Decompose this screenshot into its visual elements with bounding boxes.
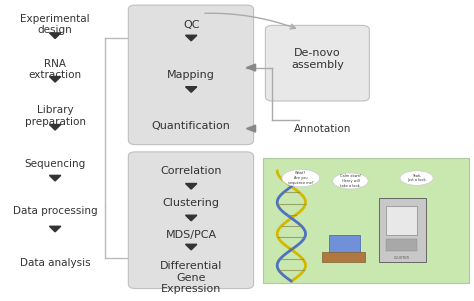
Polygon shape bbox=[185, 87, 197, 92]
Bar bbox=[386, 206, 417, 235]
Text: Yeah,
Just a look.: Yeah, Just a look. bbox=[407, 174, 427, 182]
Polygon shape bbox=[185, 35, 197, 41]
Text: MDS/PCA: MDS/PCA bbox=[165, 230, 217, 240]
Text: Data processing: Data processing bbox=[13, 206, 98, 216]
Text: Quantification: Quantification bbox=[152, 121, 231, 131]
Text: Annotation: Annotation bbox=[294, 124, 351, 134]
Text: Data analysis: Data analysis bbox=[20, 258, 91, 268]
Text: Clustering: Clustering bbox=[163, 198, 219, 208]
Text: De-novo
assembly: De-novo assembly bbox=[291, 48, 344, 70]
FancyBboxPatch shape bbox=[128, 152, 254, 289]
Polygon shape bbox=[49, 33, 61, 39]
Polygon shape bbox=[185, 215, 197, 221]
Text: Experimental
design: Experimental design bbox=[20, 14, 90, 36]
Polygon shape bbox=[246, 64, 255, 71]
Text: What?
Are you
sequence me?: What? Are you sequence me? bbox=[288, 172, 314, 185]
Polygon shape bbox=[49, 175, 61, 181]
Bar bbox=[322, 252, 365, 262]
FancyBboxPatch shape bbox=[128, 5, 254, 144]
Text: QC: QC bbox=[183, 20, 200, 29]
Ellipse shape bbox=[333, 173, 368, 189]
Polygon shape bbox=[329, 235, 360, 254]
FancyBboxPatch shape bbox=[265, 25, 369, 101]
Text: Differential
Gene
Expression: Differential Gene Expression bbox=[160, 261, 222, 294]
Text: Mapping: Mapping bbox=[167, 70, 215, 80]
Text: RNA
extraction: RNA extraction bbox=[28, 59, 82, 80]
Polygon shape bbox=[49, 125, 61, 130]
Text: Calm down!
Henry will
take a look.: Calm down! Henry will take a look. bbox=[340, 174, 361, 188]
Text: CLUSTER: CLUSTER bbox=[393, 256, 410, 260]
Bar bbox=[379, 198, 426, 262]
Polygon shape bbox=[246, 125, 255, 132]
Text: Correlation: Correlation bbox=[160, 166, 222, 176]
Ellipse shape bbox=[282, 169, 320, 187]
Polygon shape bbox=[185, 184, 197, 189]
FancyBboxPatch shape bbox=[263, 158, 469, 283]
Text: Library
preparation: Library preparation bbox=[25, 105, 86, 127]
Text: Sequencing: Sequencing bbox=[25, 159, 86, 169]
Bar bbox=[386, 239, 417, 251]
Polygon shape bbox=[185, 244, 197, 250]
Ellipse shape bbox=[400, 171, 433, 185]
Polygon shape bbox=[49, 226, 61, 232]
Polygon shape bbox=[49, 76, 61, 82]
